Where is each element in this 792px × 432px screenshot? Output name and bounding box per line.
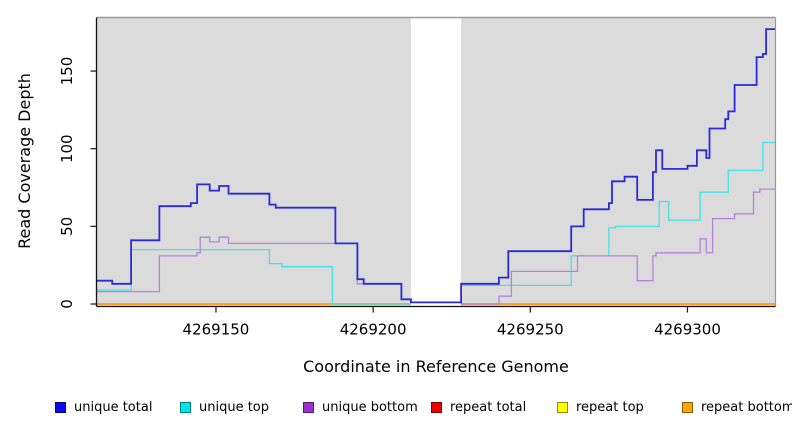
x-tick-label: 4269150 — [183, 321, 250, 339]
legend-swatch-unique-top — [180, 401, 191, 413]
legend-swatch-repeat-total — [431, 401, 442, 413]
x-tick-label: 4269200 — [340, 321, 407, 339]
legend-item-repeat-total: repeat total — [431, 399, 526, 415]
series-line-unique-total — [96, 28, 776, 304]
legend-swatch-unique-total — [55, 401, 66, 413]
legend-label: repeat total — [450, 399, 527, 415]
y-tick-label: 0 — [58, 299, 76, 309]
legend-swatch-unique-bottom — [303, 401, 314, 413]
legend-item-unique-top: unique top — [180, 399, 269, 415]
series-layer-over — [96, 28, 776, 305]
x-tick-label: 4269300 — [654, 321, 721, 339]
legend-item-repeat-top: repeat top — [557, 399, 644, 415]
legend-label: repeat top — [576, 399, 644, 415]
series-line-unique-bottom — [96, 188, 776, 305]
legend-label: unique top — [199, 399, 270, 415]
series-line-unique-top — [96, 141, 776, 305]
y-axis-title: Read Coverage Depth — [15, 73, 34, 249]
legend-item-unique-bottom: unique bottom — [303, 399, 418, 415]
y-tick-label: 50 — [58, 217, 76, 236]
x-tick-label: 4269250 — [497, 321, 564, 339]
legend-item-repeat-bottom: repeat bottom — [682, 399, 792, 415]
legend-label: unique bottom — [322, 399, 418, 415]
tick-labels: 4269150 4269200 4269250 4269300 0 50 100 150 — [58, 57, 721, 339]
masked-gap-region — [410, 18, 462, 307]
x-axis-title: Coordinate in Reference Genome — [303, 357, 569, 376]
legend-item-unique-total: unique total — [55, 399, 152, 415]
y-tick-label: 150 — [58, 57, 76, 86]
legend-swatch-repeat-bottom — [682, 401, 693, 413]
legend-label: repeat bottom — [701, 399, 792, 415]
y-tick-label: 100 — [58, 134, 76, 163]
legend-label: unique total — [74, 399, 153, 415]
legend-swatch-repeat-top — [557, 401, 568, 413]
axes — [90, 17, 776, 313]
panel-border — [96, 16, 777, 307]
chart-legend: unique total unique top unique bottom repea… — [0, 399, 792, 419]
